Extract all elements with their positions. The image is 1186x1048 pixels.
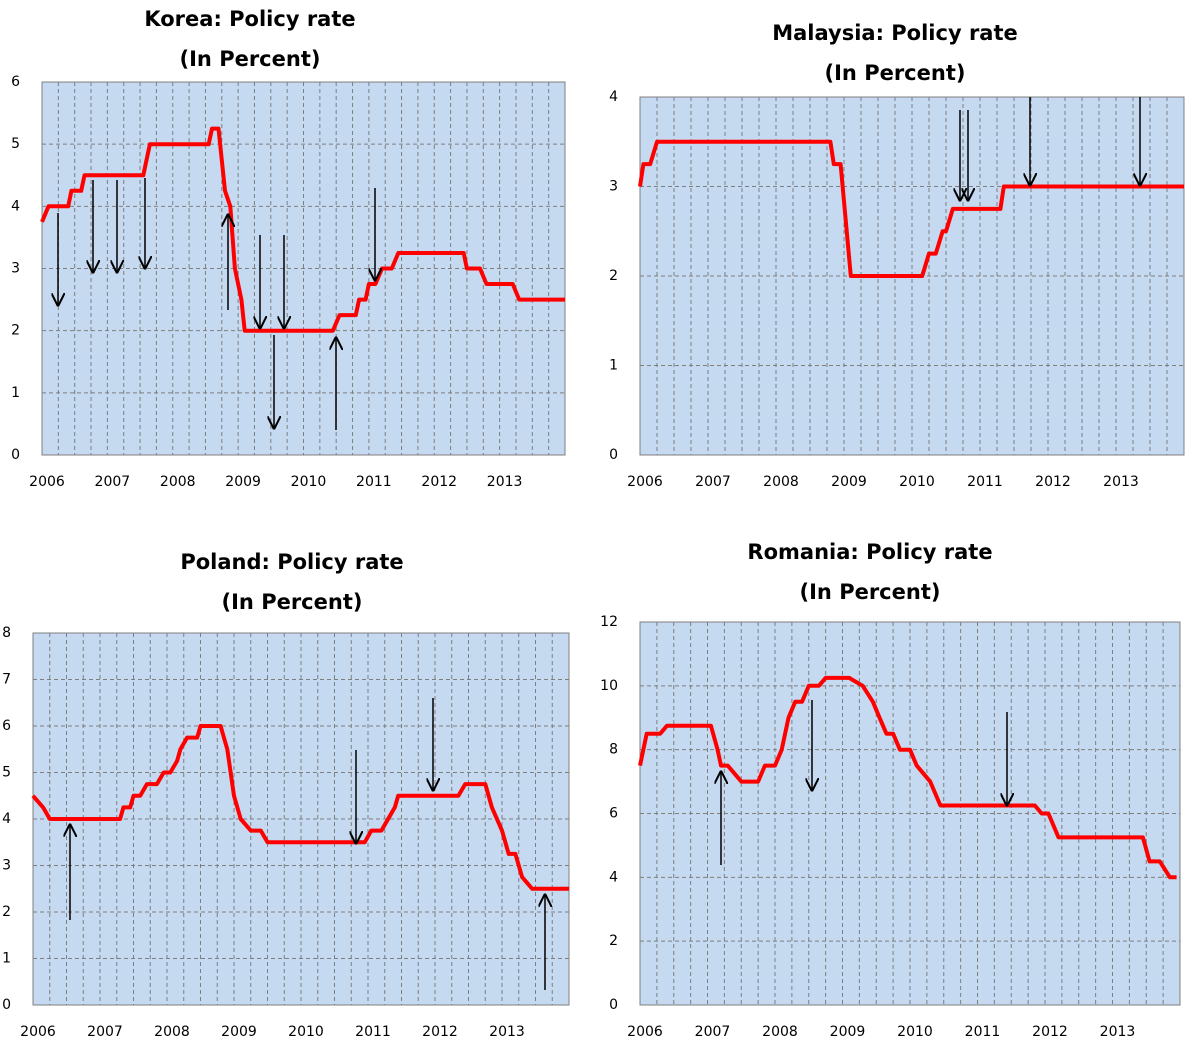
y-tick-label: 6 [11, 74, 20, 90]
x-tick-label: 2007 [695, 1024, 731, 1040]
y-tick-label: 2 [2, 904, 11, 920]
y-tick-label: 2 [609, 268, 618, 284]
y-tick-label: 0 [2, 997, 11, 1013]
x-tick-label: 2011 [356, 474, 392, 490]
policy-rate-line [638, 675, 1177, 880]
x-tick-label: 2008 [762, 1024, 798, 1040]
x-tick-label: 2008 [160, 474, 196, 490]
y-tick-label: 0 [609, 997, 618, 1013]
chart-subtitle: (In Percent) [180, 47, 321, 71]
chart-subtitle: (In Percent) [800, 580, 941, 604]
x-tick-label: 2011 [355, 1024, 391, 1040]
y-tick-label: 0 [609, 447, 618, 463]
chart-title: Poland: Policy rate [180, 550, 403, 574]
policy-rate-line [40, 126, 565, 333]
x-tick-label: 2010 [897, 1024, 933, 1040]
y-tick-label: 0 [11, 447, 20, 463]
x-tick-label: 2013 [487, 474, 523, 490]
y-tick-label: 6 [2, 718, 11, 734]
x-tick-label: 2009 [225, 474, 261, 490]
x-tick-label: 2010 [291, 474, 327, 490]
chart-subtitle: (In Percent) [222, 590, 363, 614]
x-tick-label: 2007 [95, 474, 131, 490]
y-tick-label: 1 [11, 385, 20, 401]
x-tick-label: 2006 [627, 474, 663, 490]
y-tick-label: 4 [11, 198, 20, 214]
chart-title: Korea: Policy rate [144, 7, 355, 31]
y-tick-label: 3 [609, 179, 618, 195]
x-tick-label: 2010 [288, 1024, 324, 1040]
y-tick-label: 3 [11, 261, 20, 277]
y-tick-label: 4 [609, 869, 618, 885]
y-tick-label: 8 [2, 625, 11, 641]
x-tick-label: 2011 [965, 1024, 1001, 1040]
chart-title: Malaysia: Policy rate [772, 21, 1018, 45]
policy-rate-line [31, 724, 569, 891]
x-tick-label: 2009 [221, 1024, 257, 1040]
x-tick-label: 2013 [1103, 474, 1139, 490]
y-tick-label: 8 [609, 742, 618, 758]
y-tick-label: 3 [2, 858, 11, 874]
x-tick-label: 2009 [831, 474, 867, 490]
y-tick-label: 10 [600, 678, 618, 694]
x-tick-label: 2013 [1100, 1024, 1136, 1040]
x-tick-label: 2006 [29, 474, 65, 490]
y-tick-label: 2 [609, 933, 618, 949]
y-tick-label: 4 [2, 811, 11, 827]
x-tick-label: 2009 [830, 1024, 866, 1040]
x-tick-label: 2008 [154, 1024, 190, 1040]
y-tick-label: 7 [2, 672, 11, 688]
x-tick-label: 2012 [421, 474, 457, 490]
y-tick-label: 6 [609, 806, 618, 822]
y-tick-label: 1 [609, 358, 618, 374]
x-tick-label: 2011 [967, 474, 1003, 490]
policy-rate-line [638, 139, 1184, 278]
y-tick-label: 4 [609, 89, 618, 105]
x-tick-label: 2007 [87, 1024, 123, 1040]
chart-title: Romania: Policy rate [747, 540, 992, 564]
y-tick-label: 5 [2, 765, 11, 781]
y-tick-label: 5 [11, 136, 20, 152]
x-tick-label: 2013 [489, 1024, 525, 1040]
x-tick-label: 2012 [1032, 1024, 1068, 1040]
x-tick-label: 2008 [763, 474, 799, 490]
x-tick-label: 2012 [1035, 474, 1071, 490]
y-tick-label: 2 [11, 323, 20, 339]
y-tick-label: 1 [2, 951, 11, 967]
x-tick-label: 2012 [422, 1024, 458, 1040]
x-tick-label: 2006 [627, 1024, 663, 1040]
x-tick-label: 2006 [20, 1024, 56, 1040]
chart-subtitle: (In Percent) [825, 61, 966, 85]
x-tick-label: 2010 [899, 474, 935, 490]
x-tick-label: 2007 [695, 474, 731, 490]
y-tick-label: 12 [600, 614, 618, 630]
